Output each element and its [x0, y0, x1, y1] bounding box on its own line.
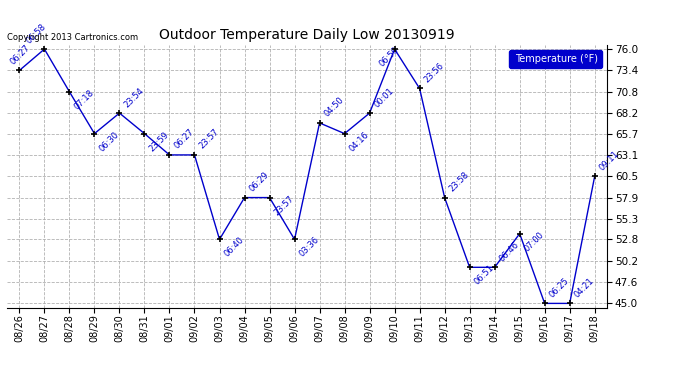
- Text: 04:16: 04:16: [347, 130, 371, 153]
- Text: 04:21: 04:21: [573, 276, 595, 299]
- Legend: Temperature (°F): Temperature (°F): [509, 50, 602, 68]
- Text: 07:18: 07:18: [72, 88, 95, 111]
- Text: 23:58: 23:58: [447, 170, 471, 194]
- Text: 23:59: 23:59: [147, 130, 170, 153]
- Text: 09:11: 09:11: [598, 149, 620, 172]
- Text: 06:29: 06:29: [247, 170, 270, 194]
- Text: 00:01: 00:01: [373, 86, 395, 109]
- Text: 06:27: 06:27: [8, 43, 32, 66]
- Text: 06:27: 06:27: [172, 128, 195, 151]
- Text: 23:57: 23:57: [273, 194, 295, 217]
- Text: Copyright 2013 Cartronics.com: Copyright 2013 Cartronics.com: [7, 33, 138, 42]
- Text: 23:54: 23:54: [122, 86, 146, 109]
- Text: 03:36: 03:36: [297, 236, 321, 259]
- Text: 23:57: 23:57: [197, 128, 221, 151]
- Text: 06:25: 06:25: [547, 276, 571, 299]
- Text: 06:30: 06:30: [97, 130, 121, 153]
- Text: 06:58: 06:58: [25, 22, 48, 45]
- Title: Outdoor Temperature Daily Low 20130919: Outdoor Temperature Daily Low 20130919: [159, 28, 455, 42]
- Text: 06:40: 06:40: [222, 236, 246, 259]
- Text: 06:46: 06:46: [497, 240, 521, 263]
- Text: 06:50: 06:50: [378, 45, 401, 69]
- Text: 07:00: 07:00: [522, 230, 546, 253]
- Text: 04:50: 04:50: [322, 96, 346, 119]
- Text: 06:51: 06:51: [473, 264, 495, 287]
- Text: 23:56: 23:56: [422, 61, 446, 84]
